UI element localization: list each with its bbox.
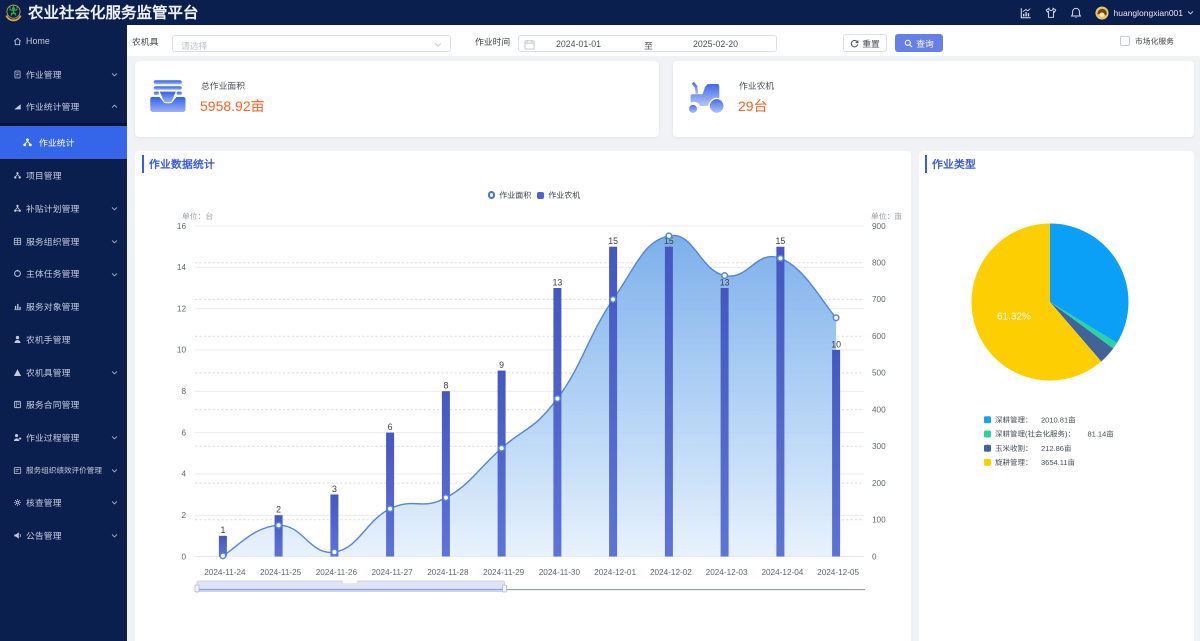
- svg-text:2024-11-26: 2024-11-26: [316, 568, 358, 577]
- svg-text:8: 8: [443, 381, 448, 391]
- svg-text:61.32%: 61.32%: [997, 312, 1031, 323]
- svg-text:700: 700: [872, 295, 886, 304]
- svg-text:0: 0: [872, 552, 877, 561]
- svg-text:0: 0: [181, 552, 186, 561]
- svg-text:2024-12-03: 2024-12-03: [706, 568, 748, 577]
- svg-text:3654.11亩: 3654.11亩: [1041, 458, 1076, 467]
- svg-text:2: 2: [181, 511, 186, 520]
- svg-text:200: 200: [872, 479, 886, 488]
- svg-text:深耕管理：: 深耕管理：: [995, 416, 1033, 425]
- svg-text:10: 10: [831, 339, 841, 349]
- svg-text:800: 800: [872, 259, 886, 268]
- svg-text:2024-11-25: 2024-11-25: [260, 568, 302, 577]
- svg-text:玉米收割：: 玉米收割：: [995, 444, 1033, 453]
- svg-text:8: 8: [181, 387, 186, 396]
- svg-text:15: 15: [664, 236, 674, 246]
- svg-text:4: 4: [181, 470, 186, 479]
- svg-text:100: 100: [872, 516, 886, 525]
- svg-text:13: 13: [720, 277, 730, 287]
- svg-text:单位：台: 单位：台: [182, 212, 213, 221]
- svg-text:2024-11-30: 2024-11-30: [539, 568, 581, 577]
- svg-text:2024-11-29: 2024-11-29: [483, 568, 525, 577]
- svg-text:深耕管理(社会化服务)：: 深耕管理(社会化服务)：: [995, 430, 1075, 439]
- svg-text:2024-12-05: 2024-12-05: [817, 568, 859, 577]
- svg-text:300: 300: [872, 442, 886, 451]
- svg-text:2024-12-02: 2024-12-02: [650, 568, 692, 577]
- svg-text:15: 15: [608, 236, 618, 246]
- svg-text:10: 10: [177, 346, 187, 355]
- svg-text:2024-11-24: 2024-11-24: [204, 568, 246, 577]
- svg-text:212.86亩: 212.86亩: [1041, 444, 1072, 453]
- svg-text:2024-11-28: 2024-11-28: [427, 568, 469, 577]
- svg-text:旋耕管理：: 旋耕管理：: [995, 458, 1033, 467]
- svg-text:2: 2: [276, 505, 281, 515]
- svg-text:2024-11-27: 2024-11-27: [371, 568, 413, 577]
- svg-text:400: 400: [872, 405, 886, 414]
- svg-text:14: 14: [177, 263, 187, 272]
- svg-text:13: 13: [553, 277, 563, 287]
- svg-text:500: 500: [872, 369, 886, 378]
- svg-text:600: 600: [872, 332, 886, 341]
- svg-text:6: 6: [181, 428, 186, 437]
- svg-text:81.14亩: 81.14亩: [1088, 430, 1115, 439]
- svg-text:1: 1: [220, 525, 225, 535]
- svg-text:单位：亩: 单位：亩: [871, 212, 902, 221]
- svg-text:2024-12-01: 2024-12-01: [594, 568, 636, 577]
- svg-text:15: 15: [776, 236, 786, 246]
- svg-text:12: 12: [177, 304, 187, 313]
- svg-text:2010.81亩: 2010.81亩: [1041, 416, 1076, 425]
- svg-text:3: 3: [332, 484, 337, 494]
- svg-text:16: 16: [177, 222, 187, 231]
- svg-text:2024-12-04: 2024-12-04: [761, 568, 803, 577]
- svg-text:9: 9: [499, 360, 504, 370]
- svg-text:6: 6: [388, 422, 393, 432]
- svg-text:900: 900: [872, 222, 886, 231]
